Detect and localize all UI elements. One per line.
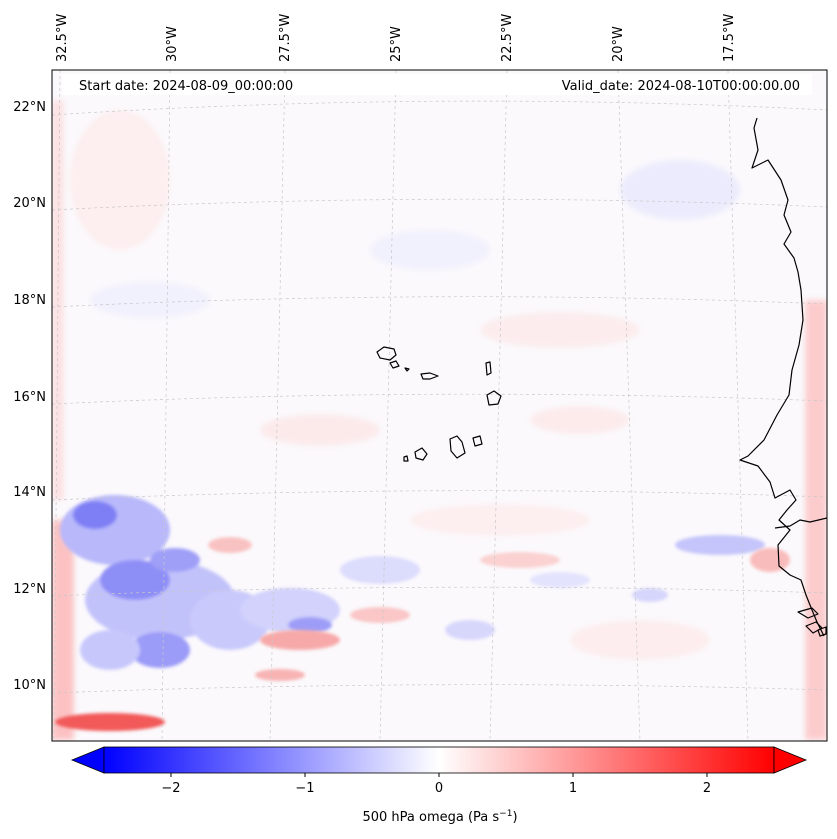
lon-label: 27.5°W	[278, 14, 293, 62]
coastline-bissagos-3	[817, 626, 827, 637]
island-santa-luzia	[404, 367, 410, 372]
lon-label: 25°W	[389, 26, 404, 62]
island-fogo	[414, 447, 428, 461]
lat-label: 20°N	[13, 196, 46, 211]
colorbar-title-prefix: 500 hPa omega (Pa s	[362, 810, 499, 825]
omega-field	[52, 70, 827, 741]
lat-label: 16°N	[13, 390, 46, 405]
lon-label: 20°W	[611, 26, 626, 62]
lat-label: 22°N	[13, 100, 46, 115]
colorbar-tick-label: 1	[569, 781, 577, 796]
lat-label: 12°N	[13, 582, 46, 597]
start-date-label: Start date: 2024-08-09_00:00:00	[79, 79, 293, 94]
omega-field-descent	[55, 537, 790, 731]
island-sal	[485, 361, 492, 376]
coastline-gambia	[774, 517, 827, 529]
omega-field-ascent	[60, 495, 765, 670]
colorbar-tick-label: −1	[295, 781, 314, 796]
island-boa-vista	[486, 390, 502, 406]
lat-label: 10°N	[13, 678, 46, 693]
colorbar-title: 500 hPa omega (Pa s−1)	[362, 809, 517, 825]
map-frame	[51, 69, 828, 742]
colorbar: −2 −1 0 1 2 500 hPa omega (Pa s−1)	[70, 746, 808, 825]
island-brava	[403, 455, 409, 462]
colorbar-ticks	[170, 773, 708, 777]
island-sao-nicolau	[420, 372, 439, 380]
colorbar-tick-label: 0	[435, 781, 443, 796]
latitude-labels: 22°N 20°N 18°N 16°N 14°N 12°N 10°N	[13, 100, 46, 693]
colorbar-title-exponent: −1	[499, 809, 512, 819]
island-sao-vicente	[389, 360, 400, 369]
lon-label: 30°W	[165, 26, 180, 62]
longitude-labels: 32.5°W 30°W 27.5°W 25°W 22.5°W 20°W 17.5…	[55, 14, 737, 62]
colorbar-tick-label: 2	[703, 781, 711, 796]
coastline-bissagos-1	[797, 607, 819, 619]
coastlines	[376, 117, 827, 637]
island-maio	[472, 435, 483, 447]
island-santo-antao	[376, 346, 397, 361]
coastline-africa	[739, 117, 825, 637]
gridlines	[52, 70, 827, 741]
lon-label: 32.5°W	[55, 14, 70, 62]
colorbar-body	[103, 746, 775, 774]
lon-label: 22.5°W	[500, 14, 515, 62]
map-panel: Start date: 2024-08-09_00:00:00 Valid_da…	[51, 69, 828, 742]
colorbar-tick-label: −2	[161, 781, 180, 796]
valid-date-label: Valid_date: 2024-08-10T00:00:00.00	[562, 79, 800, 94]
colorbar-extend-min	[70, 746, 105, 774]
island-santiago	[449, 435, 466, 459]
date-band	[62, 74, 812, 95]
lon-label: 17.5°W	[722, 14, 737, 62]
lat-label: 18°N	[13, 293, 46, 308]
colorbar-extend-max	[773, 746, 808, 774]
colorbar-title-suffix: )	[512, 810, 517, 825]
lat-label: 14°N	[13, 485, 46, 500]
